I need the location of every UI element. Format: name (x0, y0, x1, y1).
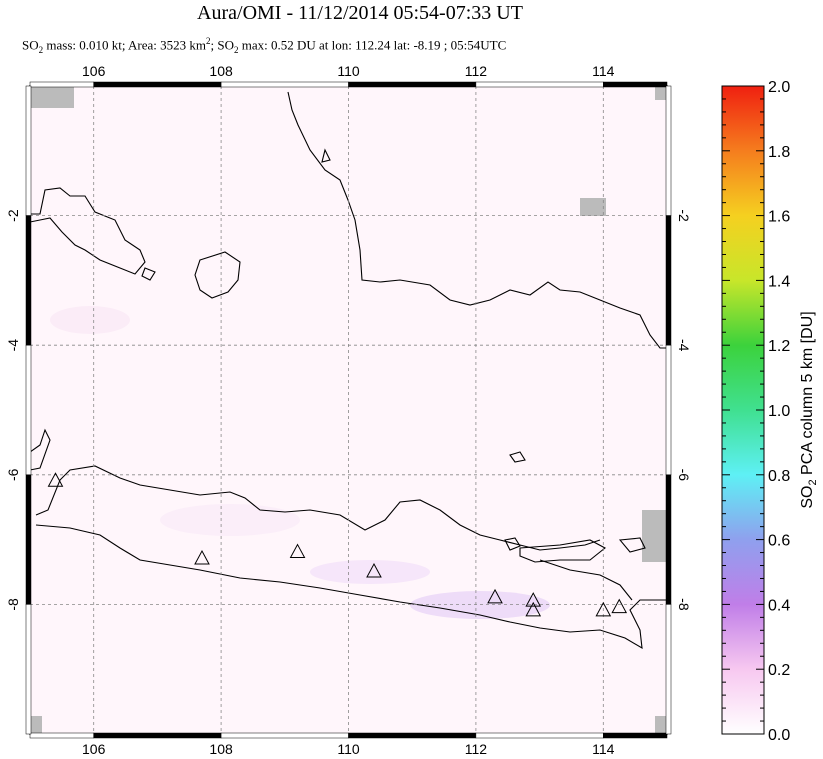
frame-bar-bottom (475, 732, 604, 739)
map-subtitle: SO2 mass: 0.010 kt; Area: 3523 km2; SO2 … (22, 36, 507, 55)
graticule (30, 86, 667, 734)
frame-bar-left (25, 604, 32, 735)
volcano-triangle-icon (595, 601, 612, 617)
frame-bar-left (25, 474, 32, 605)
colorbar-tick-label: 1.6 (768, 209, 790, 226)
colorbar-ticks: 0.0 0.2 0.4 0.6 0.8 1.0 1.2 1.4 1.6 1.8 2.0 (722, 79, 790, 744)
volcano-triangle-icon (194, 549, 210, 565)
lat-tick-label-left: -6 (5, 468, 21, 481)
lon-tick-label-bottom: 110 (337, 741, 360, 757)
colorbar-tick-label: 0.6 (768, 533, 790, 550)
lon-tick-label-top: 112 (465, 63, 488, 79)
no-data-patch (655, 716, 667, 734)
frame-bar-right (665, 604, 672, 735)
frame-bar-bottom (220, 732, 349, 739)
volcano-triangle-icon (525, 601, 542, 617)
no-data-patch (580, 198, 606, 216)
volcano-triangle-icon (487, 588, 503, 604)
frame-bar-top (475, 81, 604, 88)
frame-bar-right (665, 215, 672, 346)
frame-bar-top (603, 81, 668, 88)
volcano-triangle-icon (366, 562, 382, 578)
lon-tick-label-bottom: 108 (209, 741, 233, 757)
lon-tick-label-bottom: 106 (82, 741, 106, 757)
frame-bar-right (665, 344, 672, 476)
no-data-patch (655, 86, 667, 100)
lat-tick-label-right: -2 (676, 209, 692, 222)
no-data-patch (642, 510, 667, 562)
frame-bar-bottom (29, 732, 94, 739)
volcano-triangle-icon (611, 598, 628, 614)
frame-bar-left (25, 215, 32, 346)
colorbar-tick-label: 0.2 (768, 662, 790, 679)
colorbar-tick-label: 2.0 (768, 79, 790, 96)
colorbar-tick-label: 1.0 (768, 403, 790, 420)
frame-bar-bottom (603, 732, 668, 739)
colorbar-tick-label: 1.4 (768, 273, 790, 290)
colorbar-tick-label: 0.8 (768, 468, 790, 485)
coastlines (30, 91, 667, 650)
frame-bar-top (93, 81, 222, 88)
lat-tick-label-right: -6 (676, 469, 692, 482)
colorbar-tick-label: 0.4 (768, 597, 790, 614)
lat-tick-label-left: -4 (5, 339, 21, 352)
frame-bar-left (25, 85, 32, 216)
lon-tick-label-top: 110 (337, 63, 360, 79)
frame-bar-left (25, 344, 32, 476)
lon-tick-label-top: 108 (209, 63, 233, 79)
frame-bar-top (348, 81, 477, 88)
frame-bar-right (665, 85, 672, 216)
lon-tick-label-top: 106 (82, 63, 106, 79)
lat-tick-label-left: -2 (5, 209, 21, 222)
frame-bar-top (29, 81, 94, 88)
frame-bar-bottom (93, 732, 222, 739)
colorbar-tick-label: 1.2 (768, 338, 790, 355)
colorbar: 0.0 0.2 0.4 0.6 0.8 1.0 1.2 1.4 1.6 1.8 2.0 SO2 PC… (721, 79, 819, 744)
lon-tick-label-bottom: 112 (465, 741, 488, 757)
colorbar-tick-label: 1.8 (768, 144, 790, 161)
volcano-triangle-icon (47, 472, 64, 487)
no-data-patch (30, 716, 42, 734)
lat-tick-label-right: -8 (676, 598, 692, 611)
axis-ticks: 106 106 108 108 110 110 112 112 114 114 -2 -2 -4 -4 -6… (5, 63, 692, 757)
frame-bar-right (665, 474, 672, 605)
lon-tick-label-top: 114 (592, 63, 615, 79)
volcano-markers (47, 472, 628, 617)
volcano-triangle-icon (289, 543, 306, 559)
map-title: Aura/OMI - 11/12/2014 05:54-07:33 UT (197, 2, 523, 24)
no-data-patch (30, 86, 74, 108)
lat-tick-label-right: -4 (676, 339, 692, 352)
colorbar-tick-label: 0.0 (768, 727, 790, 744)
volcano-triangle-icon (525, 592, 542, 607)
lat-tick-label-left: -8 (5, 598, 21, 611)
frame-bar-top (220, 81, 349, 88)
frame-bar-bottom (348, 732, 477, 739)
lon-tick-label-bottom: 114 (592, 741, 615, 757)
colorbar-label: SO2 PCA column 5 km [DU] (799, 311, 819, 508)
